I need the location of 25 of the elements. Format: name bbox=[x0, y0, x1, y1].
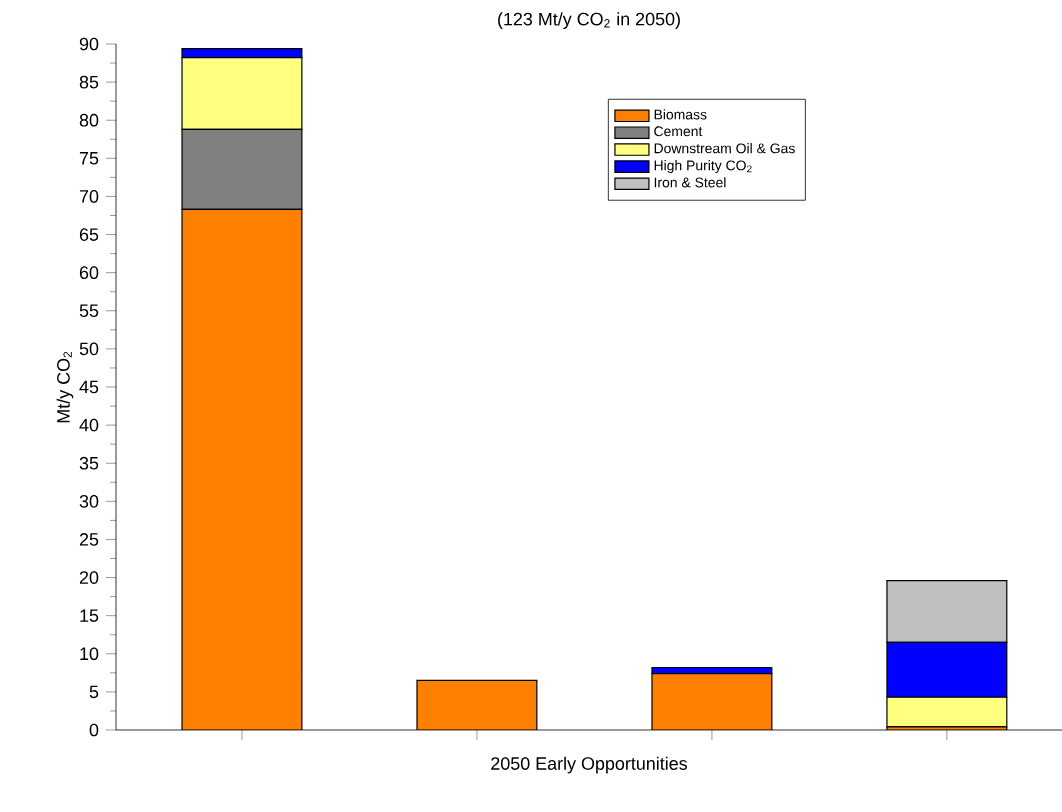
y-tick-label: 55 bbox=[79, 304, 99, 318]
bar bbox=[651, 672, 773, 730]
y-tick-label: 5 bbox=[89, 685, 99, 699]
y-tick-label: 35 bbox=[79, 456, 99, 470]
y-tick-label: 15 bbox=[80, 609, 99, 622]
y-tick-label: 50 bbox=[79, 342, 99, 356]
y-tick-label: 20 bbox=[79, 571, 99, 584]
bar bbox=[416, 679, 538, 730]
y-tick-label: 60 bbox=[79, 266, 99, 280]
y-tick-label: 85 bbox=[79, 75, 99, 89]
chart-title: (123 Mt/y CO$_{2}$ in 2050) bbox=[498, 12, 680, 29]
x-axis-title: 2050 Early Opportunities bbox=[491, 756, 687, 774]
y-tick-label: 40 bbox=[79, 418, 99, 432]
y-tick-label: 75 bbox=[79, 152, 99, 165]
y-tick-label: 45 bbox=[79, 380, 99, 394]
y-tick-label: 25 bbox=[79, 533, 99, 546]
y-tick-label: 0 bbox=[89, 723, 99, 737]
y-tick-label: 70 bbox=[79, 190, 99, 203]
y-tick-label: 80 bbox=[79, 113, 99, 127]
y-tick-label: 65 bbox=[79, 228, 99, 241]
y-axis-title: Mt/y CO$_{2}$ bbox=[56, 351, 74, 423]
y-tick-label: 90 bbox=[79, 37, 99, 51]
bar bbox=[181, 208, 303, 730]
y-tick-label: 30 bbox=[79, 494, 99, 508]
y-tick-label: 10 bbox=[80, 647, 99, 661]
